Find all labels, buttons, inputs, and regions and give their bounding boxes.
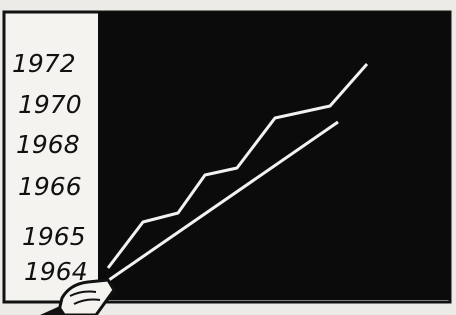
drawing: 1972 1970 1968 1966 1965 1964 [0,0,456,315]
year-label: 1968 [16,130,80,159]
year-label: 1966 [18,172,82,201]
year-label: 1972 [12,49,76,78]
year-label: 1964 [24,257,88,286]
dark-panel [98,12,450,300]
year-label: 1965 [22,222,86,251]
year-label: 1970 [18,90,82,119]
